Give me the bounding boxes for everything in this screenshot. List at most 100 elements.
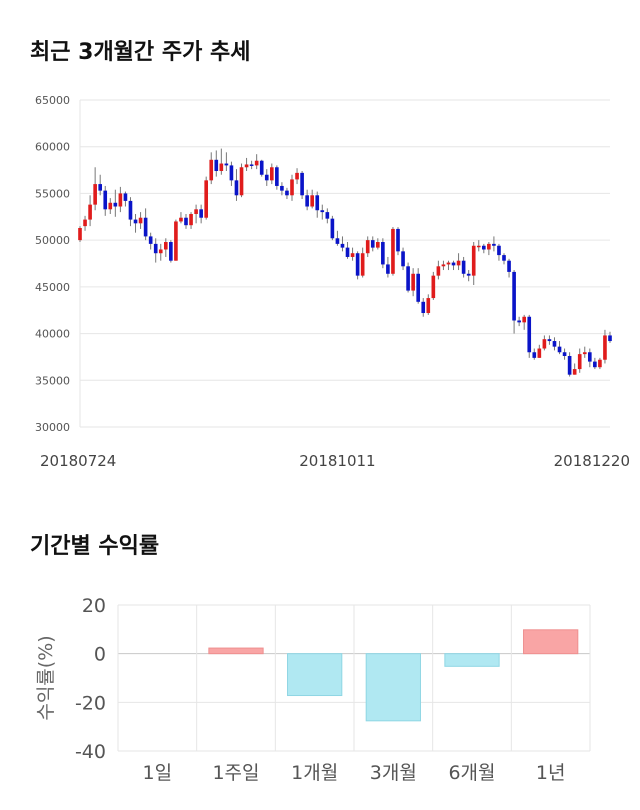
candle-body [370,240,375,248]
candle [194,204,198,224]
candle-body [103,190,108,210]
candle-body [517,320,521,323]
candle [572,363,577,375]
price-chart-x-ticks: 20180724 20181011 20181220 [40,452,630,470]
candle-body [295,172,299,180]
candle-body [199,209,203,218]
candle-body [345,247,350,257]
price-y-tick-label: 60000 [35,141,70,154]
candle-body [234,180,239,196]
price-y-tick-label: 45000 [35,281,70,294]
candle [406,262,410,293]
candle-body [189,213,193,226]
price-chart-y-ticks: 65000 60000 55000 50000 45000 40000 35000 30000 [35,94,70,434]
returns-x-tick-label: 1개월 [291,762,338,784]
candle [295,168,299,185]
candle [315,191,320,218]
candle [189,212,193,229]
candle-body [133,219,138,224]
candle-body [587,352,592,362]
candle-body [194,209,198,214]
candle [552,337,557,351]
candle [335,230,340,246]
candle [340,236,345,252]
candle [416,268,421,304]
candle [239,163,244,198]
candle-body [411,273,415,291]
candle-body [249,164,254,166]
candle-body [476,245,481,248]
candle [411,268,415,297]
return-bar [208,647,264,655]
candle [471,242,476,285]
candle-body [179,217,183,222]
candle-body [153,243,158,254]
candle [375,238,380,250]
candle-body [522,316,527,323]
candle-body [603,335,607,360]
price-x-tick-label: 20181220 [554,452,630,470]
candle-body [365,240,370,254]
candle [391,227,395,276]
price-chart-candles [78,148,612,377]
candle [108,198,113,214]
candle-body [305,195,309,207]
candle [269,163,274,185]
candle-body [83,219,87,227]
candle [163,238,168,257]
returns-x-tick-label: 1일 [143,762,173,784]
candle [219,148,224,175]
candle-body [401,251,405,267]
candle [537,344,542,358]
candle [184,213,188,229]
candle-body [552,341,557,347]
return-bar [365,653,421,722]
candle [451,260,456,271]
candle [481,243,486,254]
candle-body [396,228,400,252]
candle [275,165,279,190]
candle [476,240,481,252]
candle-body [381,242,385,265]
candle-body [598,359,602,368]
candle [603,329,607,364]
price-y-tick-label: 65000 [35,94,70,107]
candle [431,271,436,300]
candle [244,157,249,172]
candle-body [143,217,148,237]
candle-body [148,236,153,244]
price-candlestick-chart: 65000 60000 55000 50000 45000 40000 35000 30000… [35,94,630,470]
candle [522,314,527,330]
candle-body [451,262,456,266]
candle [527,314,532,358]
price-y-tick-label: 30000 [35,421,70,434]
candle [461,256,466,278]
period-returns-bar-chart: 20 0 -20 -40 1일 1주일 1개월 3개월 6개월 1년 수익률(%) [35,595,591,784]
candle-body [300,172,304,196]
candle-body [169,242,173,261]
candle [174,219,178,261]
candle [593,357,597,370]
candle-body [204,180,209,218]
candle-body [280,185,284,191]
returns-y-tick-label: 0 [94,644,106,666]
candle [512,270,516,334]
candle [234,169,239,201]
candle-body [224,163,229,166]
returns-chart-y-ticks: 20 0 -20 -40 [75,595,106,763]
candle [320,204,325,220]
returns-y-tick-label: -40 [75,741,106,763]
candle-body [391,228,395,274]
candle [345,242,350,259]
candle [497,243,501,261]
price-x-tick-label: 20180724 [40,452,116,470]
candle-body [532,352,537,358]
candle-body [219,163,224,172]
candle-body [456,260,461,266]
candle-body [582,352,587,355]
candle [290,174,294,201]
candle [310,189,315,209]
candle-body [461,260,466,274]
candle-body [502,255,506,261]
candle-body [557,346,562,353]
